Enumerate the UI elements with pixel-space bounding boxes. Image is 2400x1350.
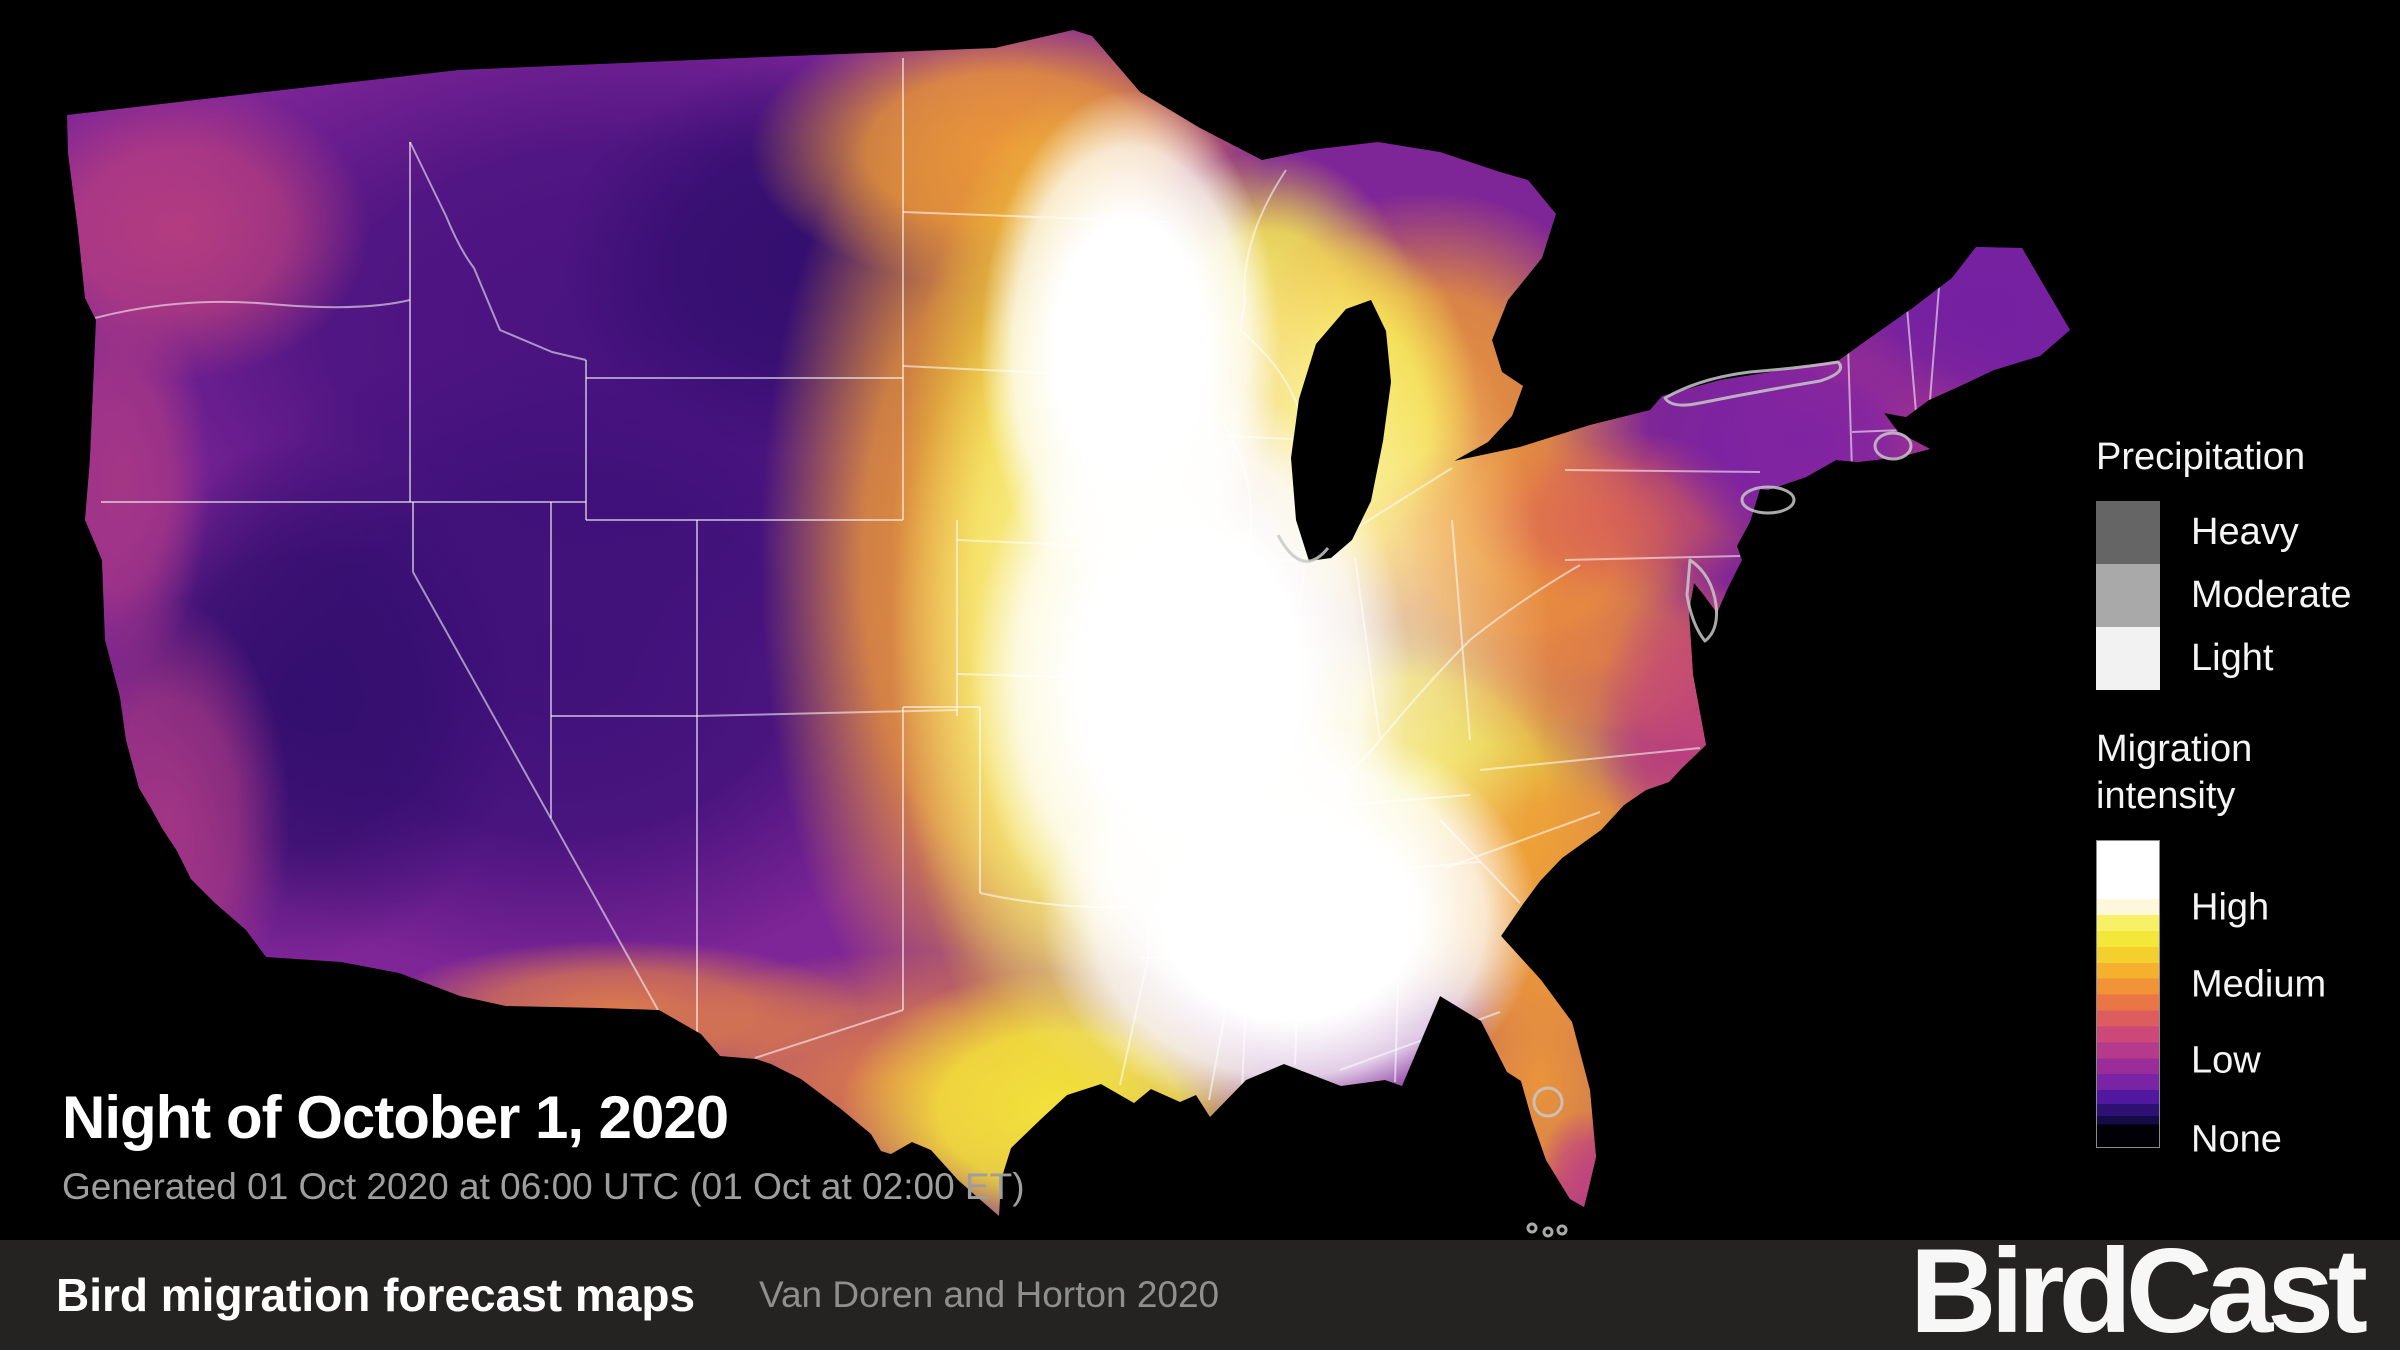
precipitation-legend-title: Precipitation [2096,436,2306,478]
migration-title-line1: Migration [2096,728,2253,770]
birdcast-logo: BirdCast [1909,1224,2368,1350]
migration-legend-title: Migration intensity [2096,726,2396,820]
migration-scale-label: None [2191,1118,2282,1161]
legend-panel: Precipitation Heavy Moderate Light Migrati… [2096,436,2396,1161]
precip-label: Moderate [2191,574,2352,616]
migration-scale-label: High [2191,886,2270,929]
precip-item: Moderate [2096,564,2396,627]
title-block: Night of October 1, 2020 Generated 01 Oc… [62,1088,1025,1208]
precip-items: Heavy Moderate Light [2096,501,2396,690]
precip-swatch [2096,501,2160,564]
precip-swatch [2096,564,2160,627]
migration-colorbar-wrap: High Medium Low None [2096,840,2396,1161]
precipitation-outlines [1276,360,1913,1238]
precip-item: Heavy [2096,501,2396,564]
precip-item: Light [2096,627,2396,690]
precip-swatch [2096,627,2160,690]
migration-colorbar [2096,840,2160,1148]
migration-scale-label: Low [2191,1039,2261,1082]
lake-michigan [1291,300,1391,561]
page-subtitle: Generated 01 Oct 2020 at 06:00 UTC (01 O… [62,1166,1025,1207]
migration-title-line2: intensity [2096,775,2236,817]
page-title: Night of October 1, 2020 [62,1084,729,1151]
footer-credit: Van Doren and Horton 2020 [759,1274,1220,1315]
footer-title: Bird migration forecast maps [56,1269,696,1321]
precip-label: Light [2191,637,2274,679]
precip-label: Heavy [2191,511,2299,553]
footer-bar: Bird migration forecast maps Van Doren a… [0,1231,2400,1350]
migration-scale-label: Medium [2191,963,2327,1006]
